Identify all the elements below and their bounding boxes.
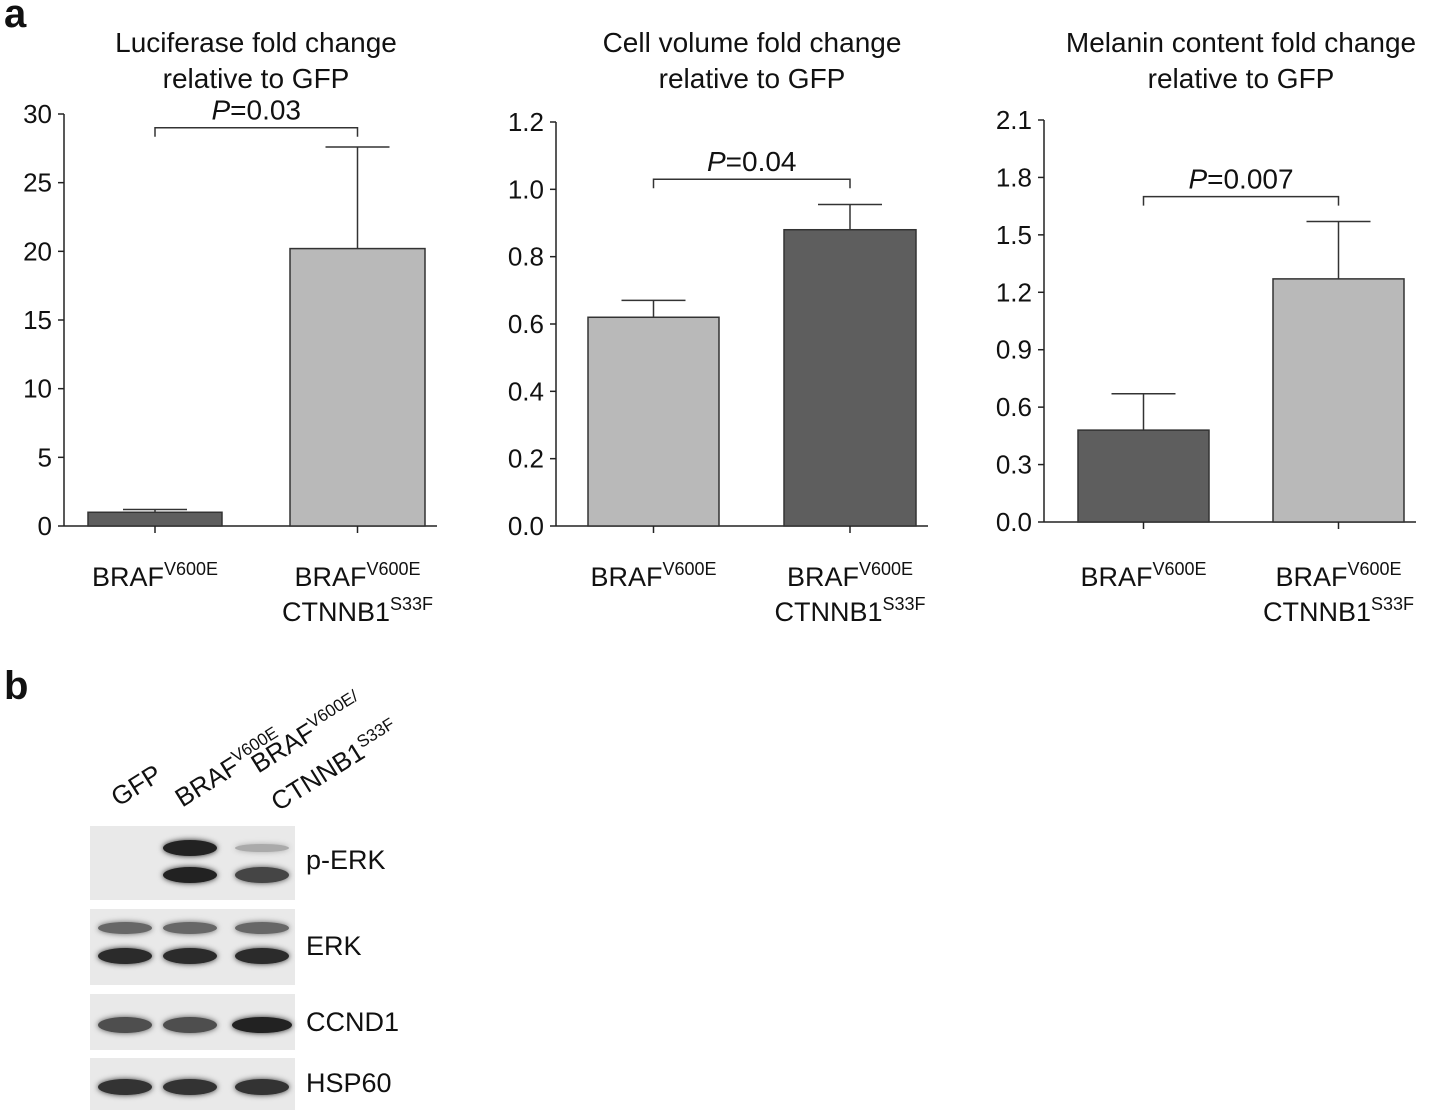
y-tick-label: 30 <box>23 99 52 129</box>
y-tick-label: 0.9 <box>996 335 1032 365</box>
y-tick-label: 0.3 <box>996 450 1032 480</box>
chart-title-line: Luciferase fold change <box>115 27 397 58</box>
bar <box>1272 278 1405 523</box>
blot-band <box>163 948 217 965</box>
y-tick-label: 10 <box>23 374 52 404</box>
blot-band <box>98 948 152 965</box>
blot-band <box>163 922 217 934</box>
blot-label-p-erk: p-ERK <box>306 845 386 875</box>
chart-title-line: Cell volume fold change <box>603 27 902 58</box>
bar <box>1077 429 1210 523</box>
x-tick-label: BRAFV600E <box>590 559 716 592</box>
p-value-label: P=0.04 <box>707 146 797 177</box>
x-tick-label: BRAFV600E <box>92 559 218 592</box>
x-tick-label: BRAFV600E <box>294 559 420 592</box>
blot-ccnd1 <box>90 994 295 1050</box>
blot-band <box>163 866 217 883</box>
significance-bracket <box>1142 195 1340 206</box>
blot-band <box>235 866 289 883</box>
chart-title-line: Melanin content fold change <box>1066 27 1416 58</box>
y-tick-label: 1.0 <box>508 174 544 204</box>
x-tick-label-line2: CTNNB1S33F <box>774 594 925 627</box>
blot-band <box>235 1078 289 1095</box>
significance-bracket <box>154 126 359 137</box>
blot-band <box>98 1016 152 1033</box>
y-tick-label: 0.0 <box>508 511 544 541</box>
blot-band <box>98 922 152 934</box>
y-tick-label: 0.8 <box>508 242 544 272</box>
blot-hsp60 <box>90 1058 295 1110</box>
y-tick-label: 1.8 <box>996 162 1032 192</box>
bar-chart-1: Luciferase fold change relative to GFP 0 5 1… <box>23 27 437 627</box>
y-tick-label: 25 <box>23 168 52 198</box>
chart-title-line: relative to GFP <box>1148 63 1335 94</box>
y-tick-label: 1.2 <box>508 107 544 137</box>
blot-band <box>163 1016 217 1033</box>
bar <box>87 511 223 527</box>
y-tick-label: 5 <box>38 442 52 472</box>
y-tick-label: 1.2 <box>996 277 1032 307</box>
y-tick-label: 0.4 <box>508 376 544 406</box>
y-tick-label: 0 <box>38 511 52 541</box>
chart-title-line: relative to GFP <box>163 63 350 94</box>
blot-erk <box>90 909 295 985</box>
significance-bracket <box>652 178 851 189</box>
x-tick-label: BRAFV600E <box>1080 559 1206 592</box>
bar-chart-3: Melanin content fold change relative to G… <box>996 27 1416 627</box>
p-value-label: P=0.03 <box>211 95 301 126</box>
y-tick-label: 0.0 <box>996 507 1032 537</box>
y-tick-label: 15 <box>23 305 52 335</box>
panel-label-b: b <box>4 664 29 708</box>
blot-label-erk: ERK <box>306 931 362 961</box>
blot-p-erk <box>90 826 295 900</box>
bar <box>783 228 917 527</box>
x-tick-label-line2: CTNNB1S33F <box>282 594 433 627</box>
blot-band <box>163 840 217 857</box>
y-tick-label: 0.6 <box>508 309 544 339</box>
blot-band <box>163 1078 217 1095</box>
blot-band <box>98 1078 152 1095</box>
blot-band <box>235 844 289 853</box>
panel-label-a: a <box>4 0 27 36</box>
blot-label-ccnd1: CCND1 <box>306 1007 400 1037</box>
chart-title-line: relative to GFP <box>659 63 846 94</box>
y-tick-label: 0.6 <box>996 392 1032 422</box>
bar-charts-panel-a: Luciferase fold change relative to GFP 0 5 1… <box>23 27 1416 627</box>
blot-label-hsp60: HSP60 <box>306 1068 392 1098</box>
p-value-label: P=0.007 <box>1188 164 1293 195</box>
bar-chart-2: Cell volume fold change relative to GFP 0.… <box>508 27 928 627</box>
blot-band <box>232 1016 292 1033</box>
x-tick-label-line2: CTNNB1S33F <box>1263 594 1414 627</box>
bar <box>587 316 720 527</box>
x-tick-label: BRAFV600E <box>1275 559 1401 592</box>
blot-band <box>235 922 289 934</box>
y-tick-label: 1.5 <box>996 220 1032 250</box>
bar <box>289 247 426 527</box>
x-tick-label: BRAFV600E <box>787 559 913 592</box>
y-tick-label: 0.2 <box>508 444 544 474</box>
lane-label-gfp: GFP <box>105 758 167 813</box>
blot-band <box>235 948 289 965</box>
y-tick-label: 2.1 <box>996 105 1032 135</box>
y-tick-label: 20 <box>23 236 52 266</box>
